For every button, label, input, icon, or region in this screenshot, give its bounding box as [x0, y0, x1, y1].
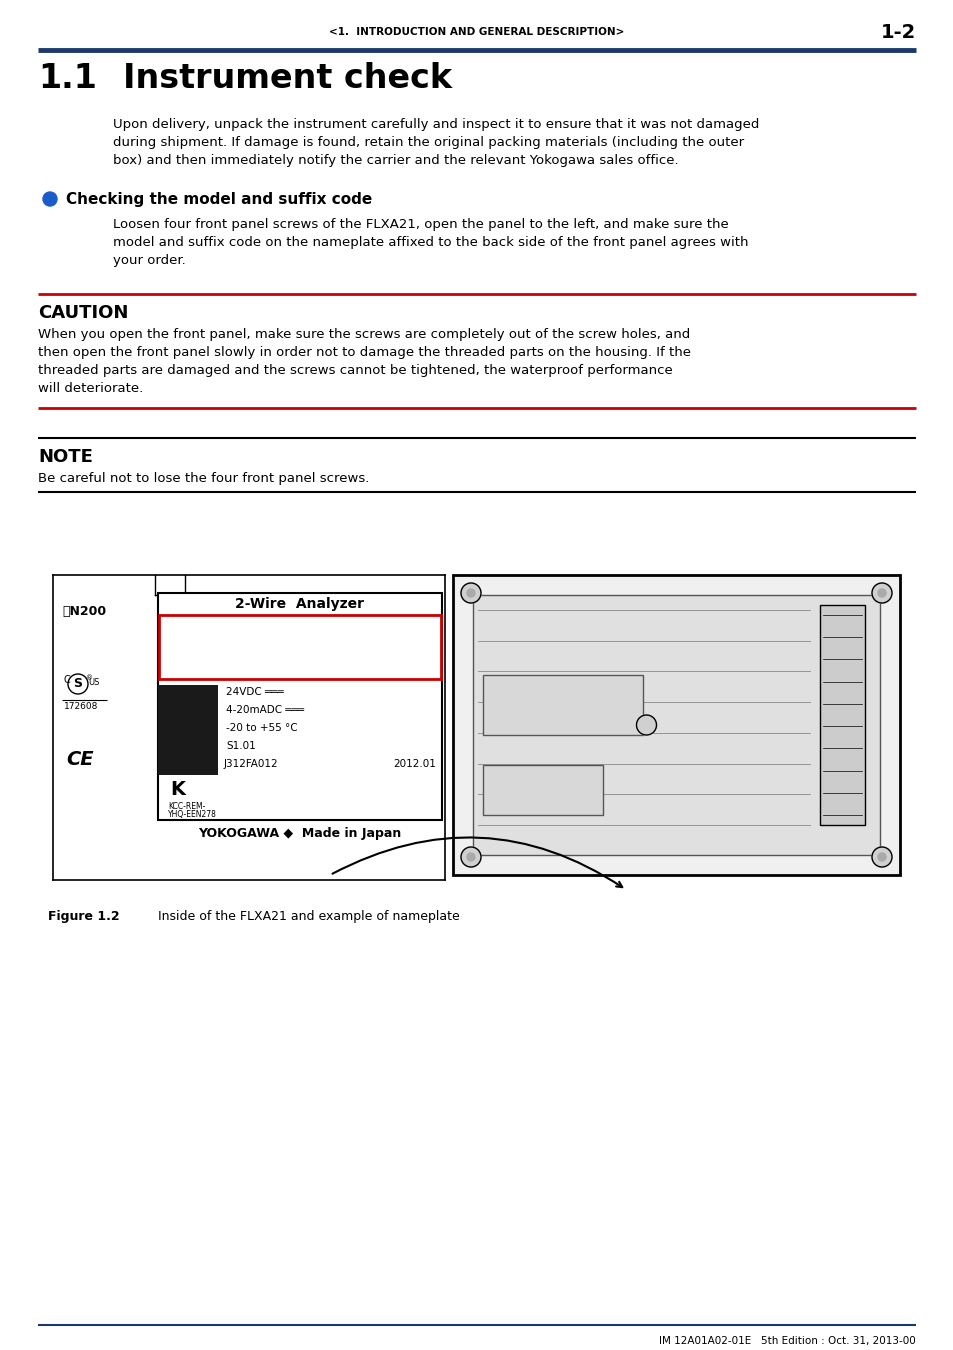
- Text: -20 to +55 °C: -20 to +55 °C: [226, 724, 297, 733]
- Text: model and suffix code on the nameplate affixed to the back side of the front pan: model and suffix code on the nameplate a…: [112, 236, 748, 248]
- Circle shape: [43, 192, 57, 207]
- Text: threaded parts are damaged and the screws cannot be tightened, the waterproof pe: threaded parts are damaged and the screw…: [38, 364, 672, 377]
- Bar: [159, 616, 440, 679]
- Text: US: US: [88, 678, 99, 687]
- Text: NOTE: NOTE: [38, 448, 92, 466]
- Text: /UM/SCT/H6: /UM/SCT/H6: [224, 662, 285, 671]
- Text: IM 12A01A02-01E   5th Edition : Oct. 31, 2013-00: IM 12A01A02-01E 5th Edition : Oct. 31, 2…: [659, 1336, 915, 1346]
- Circle shape: [636, 716, 656, 734]
- Text: 2-Wire  Analyzer: 2-Wire Analyzer: [235, 597, 364, 612]
- Text: MODEL: MODEL: [162, 620, 203, 630]
- Text: your order.: your order.: [112, 254, 186, 267]
- Bar: [453, 575, 899, 875]
- Text: Loosen four front panel screws of the FLXA21, open the panel to the left, and ma: Loosen four front panel screws of the FL…: [112, 217, 728, 231]
- Text: Figure 1.2: Figure 1.2: [48, 910, 119, 923]
- Text: When you open the front panel, make sure the screws are completely out of the sc: When you open the front panel, make sure…: [38, 328, 690, 342]
- Circle shape: [871, 846, 891, 867]
- Text: ®: ®: [86, 675, 93, 680]
- Text: <1.  INTRODUCTION AND GENERAL DESCRIPTION>: <1. INTRODUCTION AND GENERAL DESCRIPTION…: [329, 27, 624, 36]
- Text: FLXA21: FLXA21: [224, 620, 263, 630]
- Text: during shipment. If damage is found, retain the original packing materials (incl: during shipment. If damage is found, ret…: [112, 136, 743, 148]
- Text: Κ: Κ: [170, 780, 185, 799]
- Circle shape: [877, 589, 885, 597]
- Text: box) and then immediately notify the carrier and the relevant Yokogawa sales off: box) and then immediately notify the car…: [112, 154, 678, 167]
- Text: CAUTION: CAUTION: [38, 304, 129, 323]
- Circle shape: [467, 853, 475, 861]
- Text: 1.1: 1.1: [38, 62, 97, 95]
- Bar: [482, 765, 602, 815]
- Bar: [158, 703, 218, 721]
- Circle shape: [460, 583, 480, 603]
- Text: NO.: NO.: [162, 759, 182, 769]
- Text: J312FA012: J312FA012: [224, 759, 278, 769]
- Text: will deteriorate.: will deteriorate.: [38, 382, 143, 396]
- Bar: [158, 721, 218, 738]
- Text: CE: CE: [66, 751, 93, 769]
- Circle shape: [460, 846, 480, 867]
- Bar: [820, 605, 864, 825]
- Text: 24VDC ═══: 24VDC ═══: [226, 687, 283, 697]
- Text: KCC-REM-: KCC-REM-: [168, 802, 205, 811]
- Text: S1.01: S1.01: [226, 741, 255, 751]
- Text: then open the front panel slowly in order not to damage the threaded parts on th: then open the front panel slowly in orde…: [38, 346, 690, 359]
- Circle shape: [877, 853, 885, 861]
- Bar: [158, 684, 218, 703]
- Circle shape: [467, 589, 475, 597]
- Text: Inside of the FLXA21 and example of nameplate: Inside of the FLXA21 and example of name…: [158, 910, 459, 923]
- Text: 172608: 172608: [64, 702, 98, 711]
- Text: TEMP. RANGE: TEMP. RANGE: [162, 724, 235, 733]
- Text: Be careful not to lose the four front panel screws.: Be careful not to lose the four front pa…: [38, 472, 369, 485]
- Bar: [158, 593, 441, 819]
- Text: Instrument check: Instrument check: [123, 62, 452, 95]
- Bar: [158, 738, 218, 757]
- Text: 2012.01: 2012.01: [393, 759, 436, 769]
- Text: YOKOGAWA ◆  Made in Japan: YOKOGAWA ◆ Made in Japan: [198, 828, 401, 840]
- Circle shape: [871, 583, 891, 603]
- Text: S: S: [73, 676, 82, 690]
- Text: SUPPLY: SUPPLY: [162, 687, 203, 697]
- Text: C: C: [64, 675, 71, 684]
- Text: Upon delivery, unpack the instrument carefully and inspect it to ensure that it : Upon delivery, unpack the instrument car…: [112, 117, 759, 131]
- Bar: [482, 675, 642, 734]
- Text: STYLE: STYLE: [162, 741, 195, 751]
- Text: ⓃN200: ⓃN200: [62, 605, 106, 618]
- Text: -D-P-S-AA-P1-NN-AN-L1N-NN: -D-P-S-AA-P1-NN-AN-L1N-NN: [224, 639, 371, 648]
- Bar: [473, 595, 879, 855]
- Text: SUFFIX: SUFFIX: [162, 639, 204, 648]
- Text: Checking the model and suffix code: Checking the model and suffix code: [66, 192, 372, 207]
- Text: 1-2: 1-2: [880, 23, 915, 42]
- Bar: [158, 757, 218, 775]
- Text: 4-20mADC ═══: 4-20mADC ═══: [226, 705, 304, 716]
- Text: YHQ-EEN278: YHQ-EEN278: [168, 810, 216, 819]
- Text: OUTPUT: OUTPUT: [162, 705, 207, 716]
